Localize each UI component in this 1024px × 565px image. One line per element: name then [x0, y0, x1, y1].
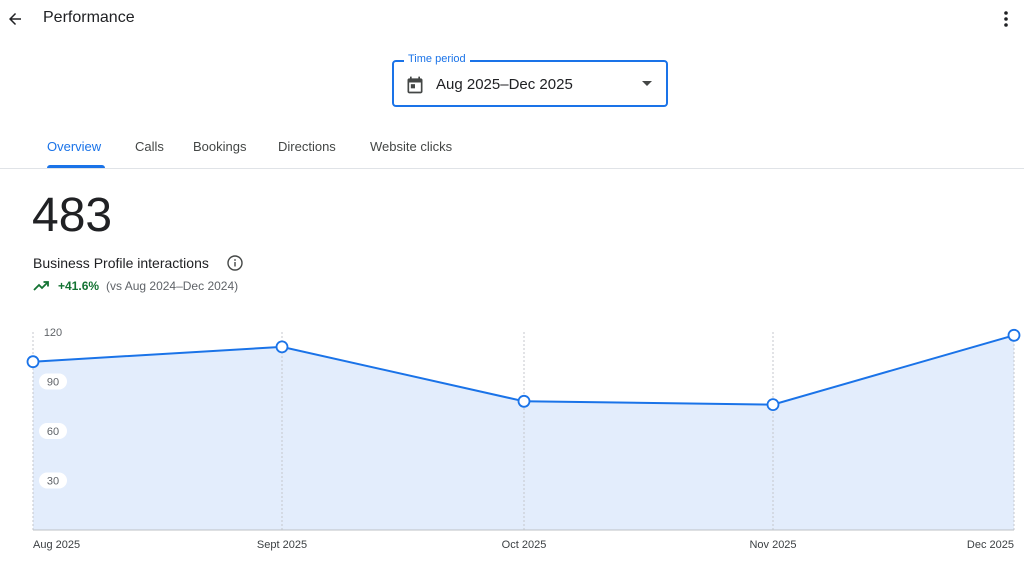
- time-period-label: Time period: [404, 53, 470, 65]
- info-icon: [227, 255, 243, 271]
- x-tick-label: Dec 2025: [967, 539, 1014, 551]
- trend-percentage: +41.6%: [58, 279, 100, 293]
- trend-comparison: (vs Aug 2024–Dec 2024): [106, 279, 239, 293]
- data-point: [517, 394, 531, 408]
- data-point: [1007, 328, 1021, 342]
- y-tick-bg-120: [39, 324, 67, 340]
- tab-bookings[interactable]: Bookings: [193, 139, 247, 154]
- y-tick-label: 120: [44, 327, 62, 339]
- more-vert-icon: [1004, 11, 1008, 27]
- metric-label: Business Profile interactions: [33, 255, 209, 271]
- info-button[interactable]: [227, 255, 243, 271]
- tab-bar: Overview Calls Bookings Directions Websi…: [0, 130, 1024, 169]
- y-tick-label: 30: [47, 476, 59, 488]
- y-tick-label: 60: [47, 426, 59, 438]
- tab-overview[interactable]: Overview: [47, 139, 102, 154]
- y-tick-bg-90: [39, 373, 67, 390]
- data-point: [26, 355, 40, 369]
- data-point: [275, 340, 289, 354]
- page-title: Performance: [43, 9, 135, 26]
- tab-calls[interactable]: Calls: [135, 139, 164, 154]
- metric-value: 483: [32, 189, 113, 242]
- time-period-value: Aug 2025–Dec 2025: [436, 76, 573, 93]
- tab-website-clicks[interactable]: Website clicks: [370, 139, 453, 154]
- back-button[interactable]: [4, 8, 26, 30]
- calendar-icon: [407, 76, 423, 94]
- dropdown-arrow-icon: [642, 81, 652, 86]
- data-point: [766, 398, 780, 411]
- active-tab-indicator: [47, 165, 105, 168]
- time-period-select[interactable]: Time period Aug 2025–Dec 2025: [392, 53, 668, 107]
- y-tick-bg-30: [39, 472, 67, 489]
- x-tick-label: Oct 2025: [502, 539, 547, 551]
- more-options-button[interactable]: [996, 8, 1016, 30]
- trend-row: +41.6% (vs Aug 2024–Dec 2024): [33, 279, 238, 293]
- trending-up-icon: [33, 281, 49, 291]
- tab-directions[interactable]: Directions: [278, 139, 336, 154]
- y-tick-label: 90: [47, 377, 59, 389]
- y-tick-bg-60: [39, 423, 67, 439]
- x-tick-label: Sept 2025: [257, 539, 307, 551]
- x-tick-label: Aug 2025: [33, 539, 80, 551]
- x-tick-label: Nov 2025: [749, 539, 796, 551]
- interactions-chart: 30 60 90 120 Aug 2025 Sept 2025 Oct 2025 Nov 20…: [26, 324, 1021, 551]
- arrow-back-icon: [9, 13, 21, 25]
